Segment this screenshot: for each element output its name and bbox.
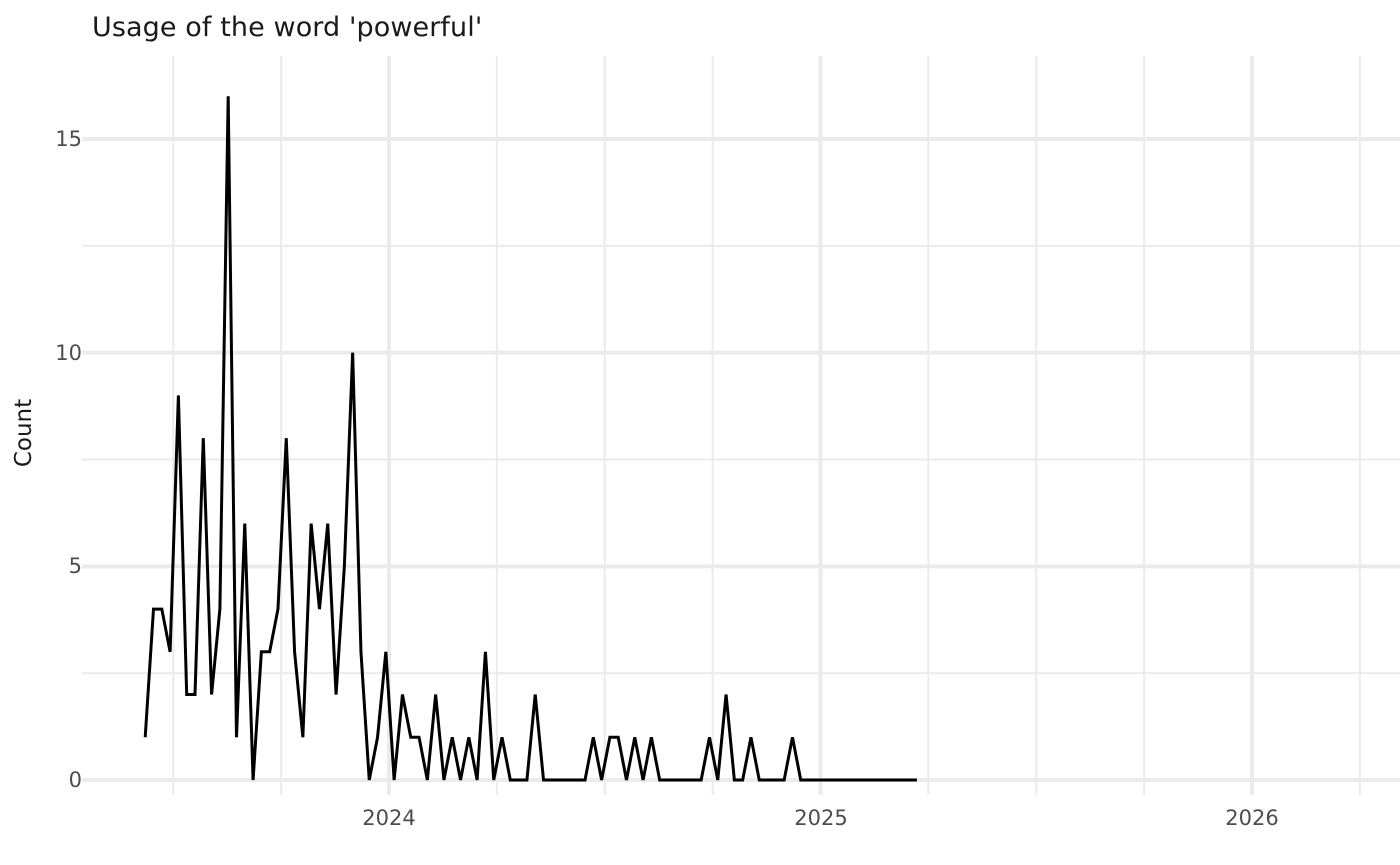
x-minor-gridlines xyxy=(172,56,1361,795)
y-tick-label-0: 0 xyxy=(68,768,82,792)
y-tick-label-5: 5 xyxy=(68,554,82,578)
chart-title: Usage of the word 'powerful' xyxy=(92,12,483,43)
y-minor-gridlines xyxy=(82,244,1400,675)
line-series-powerful xyxy=(143,96,917,782)
x-major-gridlines xyxy=(387,56,1254,795)
y-tick-label-15: 15 xyxy=(55,127,82,151)
y-axis-tick-labels: 0 5 10 15 xyxy=(0,0,82,865)
x-tick-label-2024: 2024 xyxy=(362,806,416,830)
x-tick-label-2025: 2025 xyxy=(794,806,848,830)
y-tick-label-10: 10 xyxy=(55,341,82,365)
x-tick-label-2026: 2026 xyxy=(1225,806,1279,830)
